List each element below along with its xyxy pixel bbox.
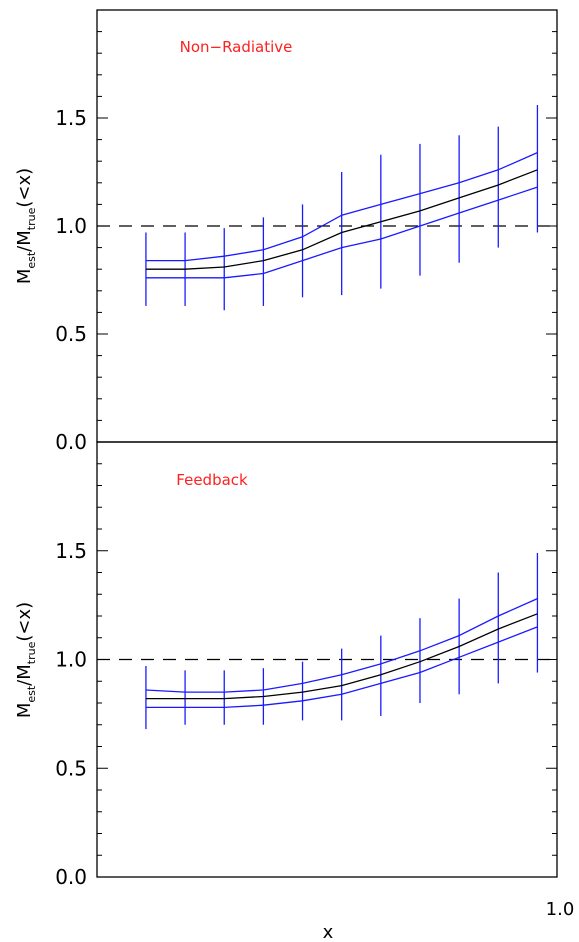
median-line (145, 169, 538, 270)
y-tick-label: 0.5 (55, 322, 87, 346)
y-label-subscript: est (25, 251, 38, 268)
y-tick-label: 1.5 (55, 106, 87, 130)
y-label-part: / (14, 679, 35, 686)
panel-annotation: Feedback (176, 471, 248, 489)
band-lower-line (145, 186, 538, 279)
y-axis-label: Mest/Mtrue(<x) (14, 168, 38, 284)
band-upper-line (145, 152, 538, 262)
x-axis-label: x (323, 922, 334, 942)
y-label-part: M (14, 269, 35, 285)
y-tick-label: 1.5 (55, 539, 87, 563)
y-label-part: M (14, 703, 35, 719)
y-label-subscript: true (25, 641, 38, 664)
y-tick-label: 0.0 (55, 865, 87, 889)
y-tick-label: 0.5 (55, 756, 87, 780)
y-label-subscript: true (25, 207, 38, 230)
x-tick-label-max: 1.0 (546, 899, 575, 920)
panel-annotation: Non−Radiative (180, 38, 293, 56)
y-label-subscript: est (25, 685, 38, 702)
y-label-part: M (14, 664, 35, 680)
y-label-part: M (14, 230, 35, 246)
y-tick-label: 1.0 (55, 214, 87, 238)
y-label-part: (<x) (14, 602, 35, 642)
y-tick-label: 0.0 (55, 430, 87, 454)
y-label-part: / (14, 245, 35, 252)
median-line (145, 613, 538, 700)
band-lower-line (145, 626, 538, 709)
y-label-part: (<x) (14, 168, 35, 208)
y-axis-label: Mest/Mtrue(<x) (14, 602, 38, 718)
band-upper-line (145, 598, 538, 693)
y-tick-label: 1.0 (55, 648, 87, 672)
